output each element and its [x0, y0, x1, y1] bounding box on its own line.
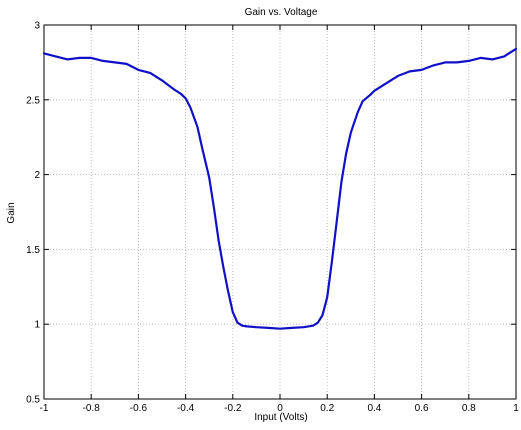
x-tick-label: -0.8 [83, 403, 101, 414]
tick-labels: -1 -0.8 -0.6 -0.4 -0.2 0 0.2 0.4 0.6 0.8 1 0.5 1 1.5 2… [26, 21, 519, 415]
x-tick-label: -0.6 [130, 403, 148, 414]
grid [44, 25, 516, 399]
x-tick-label: -0.2 [224, 403, 242, 414]
x-tick-label: 0.8 [462, 403, 476, 414]
x-tick-label: -0.4 [177, 403, 195, 414]
x-tick-label: 0.6 [415, 403, 429, 414]
y-tick-label: 1.5 [26, 245, 40, 256]
x-tick-label: 1 [513, 403, 519, 414]
x-tick-label: -1 [40, 403, 49, 414]
y-tick-label: 1 [34, 320, 40, 331]
x-tick-label: 0.2 [320, 403, 334, 414]
y-tick-label: 2 [34, 170, 40, 181]
y-tick-label: 0.5 [26, 395, 40, 406]
y-tick-label: 3 [34, 21, 40, 32]
chart-title: Gain vs. Voltage [245, 7, 318, 18]
x-tick-label: 0 [277, 403, 283, 414]
x-axis-label: Input (Volts) [254, 412, 307, 423]
y-tick-label: 2.5 [26, 95, 40, 106]
ticks [43, 24, 517, 400]
series-line [42, 47, 518, 330]
x-tick-label: 0.4 [367, 403, 381, 414]
y-axis-label: Gain [6, 202, 17, 223]
